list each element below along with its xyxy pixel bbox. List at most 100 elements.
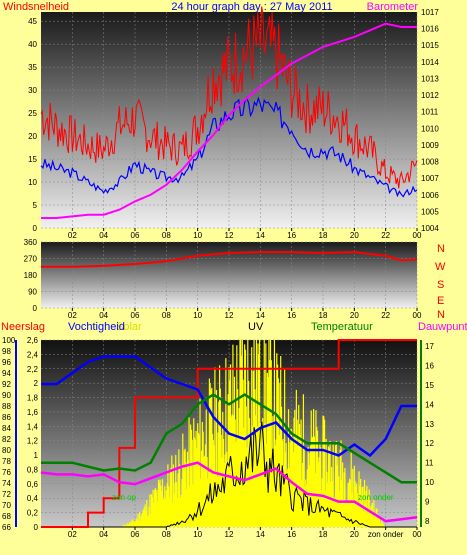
climate-x-tick-label: 12 — [225, 530, 234, 539]
rain-y-tick-label: 0 — [34, 523, 39, 532]
barometer-y-tick-label: 1009 — [421, 141, 439, 150]
temperature-y-tick-label: 16 — [425, 361, 434, 370]
wind-y-tick-label: 0 — [33, 224, 38, 233]
sunrise-marker: zon op — [112, 493, 137, 502]
series-solar — [122, 340, 385, 527]
wind-x-tick-label: 18 — [319, 231, 328, 240]
series-wind-avg — [40, 96, 418, 198]
direction-x-tick-label: 08 — [162, 311, 171, 320]
direction-x-tick-label: 04 — [99, 311, 108, 320]
climate-x-tick-label: 02 — [68, 530, 77, 539]
humidity-y-tick-label: 84 — [2, 424, 11, 433]
rain-axis-title: Neerslag — [1, 321, 45, 333]
rain-y-tick-label: 0,2 — [27, 509, 39, 518]
climate-x-tick-label: 00 — [413, 530, 422, 539]
barometer-y-tick-label: 1015 — [421, 41, 439, 50]
rain-y-tick-label: 2,4 — [27, 350, 39, 359]
humidity-y-tick-label: 92 — [2, 380, 11, 389]
series-humidity — [41, 355, 417, 458]
barometer-y-tick-label: 1008 — [421, 158, 439, 167]
climate-x-tick-label: 20 — [350, 530, 359, 539]
humidity-y-tick-label: 76 — [2, 468, 11, 477]
compass-s: S — [437, 279, 444, 291]
compass-e: E — [437, 295, 444, 307]
direction-x-tick-label: 06 — [131, 311, 140, 320]
humidity-y-tick-label: 74 — [2, 479, 11, 488]
barometer-y-tick-label: 1007 — [421, 174, 439, 183]
rain-y-tick-label: 1 — [34, 451, 39, 460]
rain-y-tick-label: 0,4 — [27, 494, 39, 503]
barometer-y-tick-label: 1011 — [421, 108, 439, 117]
direction-x-tick-label: 14 — [256, 311, 265, 320]
humidity-y-tick-label: 72 — [2, 490, 11, 499]
direction-x-tick-label: 00 — [413, 311, 422, 320]
direction-y-tick-label: 90 — [28, 288, 37, 297]
humidity-y-tick-label: 100 — [2, 336, 16, 345]
direction-y-tick-label: 180 — [24, 271, 38, 280]
wind-y-tick-label: 5 — [33, 201, 38, 210]
wind-y-tick-label: 35 — [28, 63, 37, 72]
barometer-y-tick-label: 1017 — [421, 8, 439, 17]
temperature-legend: Temperatuur — [311, 321, 373, 333]
series-barometer — [41, 22, 417, 220]
humidity-y-tick-label: 94 — [2, 369, 11, 378]
barometer-y-tick-label: 1010 — [421, 124, 439, 133]
climate-x-tick-label: zon onder — [368, 530, 404, 539]
humidity-legend: Vochtigheid — [68, 321, 125, 333]
barometer-y-tick-label: 1014 — [421, 58, 439, 67]
barometer-axis-title: Barometer — [367, 1, 419, 13]
climate-x-tick-label: 18 — [319, 530, 328, 539]
barometer-y-tick-label: 1012 — [421, 91, 439, 100]
series-dewpoint — [40, 461, 418, 523]
temperature-y-tick-label: 10 — [425, 478, 434, 487]
rain-y-tick-label: 0,8 — [27, 465, 39, 474]
compass-n-bottom: N — [437, 309, 445, 321]
temperature-y-tick-label: 9 — [425, 498, 430, 507]
climate-x-tick-label: 06 — [131, 530, 140, 539]
rain-y-tick-label: 1,4 — [27, 422, 39, 431]
temperature-y-tick-label: 11 — [425, 459, 434, 468]
humidity-y-tick-label: 86 — [2, 413, 11, 422]
wind-x-tick-label: 20 — [350, 231, 359, 240]
humidity-y-tick-label: 88 — [2, 402, 11, 411]
compass-w: W — [435, 261, 446, 273]
compass-n-top: N — [437, 243, 445, 255]
barometer-y-tick-label: 1016 — [421, 25, 439, 34]
solar-legend: Solar — [116, 321, 142, 333]
direction-x-tick-label: 16 — [287, 311, 296, 320]
direction-x-tick-label: 18 — [319, 311, 328, 320]
humidity-y-tick-label: 68 — [2, 512, 11, 521]
wind-x-tick-label: 10 — [193, 231, 202, 240]
climate-x-tick-label: 10 — [193, 530, 202, 539]
direction-y-tick-label: 0 — [33, 304, 38, 313]
wind-y-tick-label: 40 — [28, 40, 37, 49]
temperature-y-tick-label: 17 — [425, 342, 434, 351]
sunset-marker: zon onder — [358, 493, 394, 502]
rain-y-tick-label: 2,6 — [27, 336, 39, 345]
rain-y-tick-label: 2 — [34, 379, 39, 388]
wind-axis-title: Windsnelheid — [3, 1, 69, 13]
rain-y-tick-label: 1,2 — [27, 437, 39, 446]
direction-x-tick-label: 12 — [225, 311, 234, 320]
direction-x-tick-label: 10 — [193, 311, 202, 320]
humidity-y-tick-label: 98 — [2, 347, 11, 356]
wind-y-tick-label: 10 — [28, 178, 37, 187]
wind-x-tick-label: 06 — [131, 231, 140, 240]
rain-y-tick-label: 1,8 — [27, 394, 39, 403]
temperature-y-tick-label: 14 — [425, 400, 434, 409]
barometer-y-tick-label: 1006 — [421, 191, 439, 200]
temperature-y-tick-label: 13 — [425, 420, 434, 429]
wind-x-tick-label: 08 — [162, 231, 171, 240]
barometer-y-tick-label: 1005 — [421, 207, 439, 216]
rain-y-tick-label: 0,6 — [27, 480, 39, 489]
series-rain — [41, 339, 417, 528]
series-wind-direction — [41, 251, 418, 268]
humidity-y-tick-label: 70 — [2, 501, 11, 510]
direction-y-tick-label: 270 — [24, 255, 38, 264]
wind-x-tick-label: 04 — [99, 231, 108, 240]
direction-y-tick-label: 360 — [24, 238, 38, 247]
humidity-y-tick-label: 90 — [2, 391, 11, 400]
wind-x-tick-label: 12 — [225, 231, 234, 240]
temperature-y-tick-label: 12 — [425, 439, 434, 448]
